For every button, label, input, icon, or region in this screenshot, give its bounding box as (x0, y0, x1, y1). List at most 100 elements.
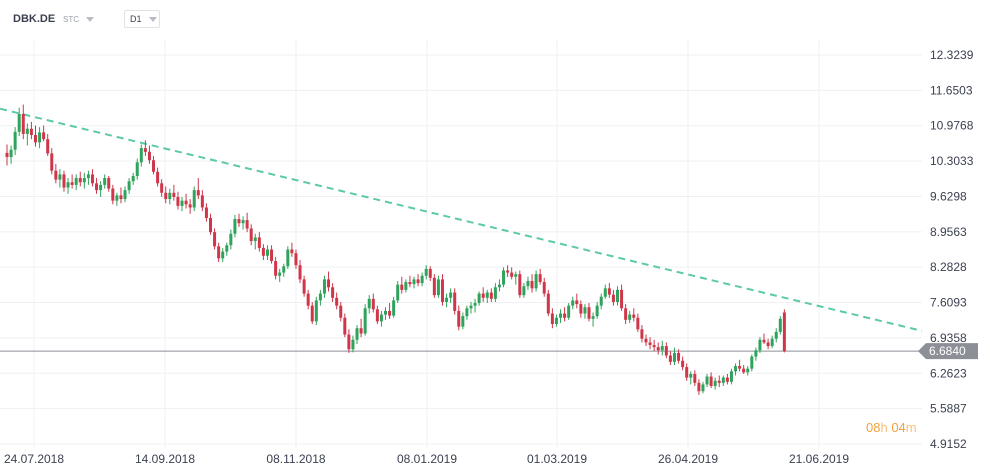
candle (322, 275, 326, 298)
candle (526, 276, 530, 290)
candle-body (538, 274, 542, 283)
candle-body (200, 195, 204, 208)
candle (693, 370, 697, 386)
candle-body (245, 220, 249, 229)
candle (367, 295, 371, 314)
candle-body (188, 204, 192, 208)
candle-body (184, 200, 188, 205)
candle (86, 170, 90, 185)
candle-body (298, 265, 302, 280)
candle-body (685, 367, 689, 378)
candle (42, 125, 46, 142)
candle-body (306, 293, 310, 306)
candle-body (274, 261, 278, 276)
candle-body (107, 178, 111, 189)
candle (681, 356, 685, 371)
candle-body (164, 192, 168, 200)
candle-body (62, 174, 66, 188)
candle (542, 277, 546, 297)
candle (445, 293, 449, 308)
candle (180, 196, 184, 212)
candle (241, 216, 245, 230)
candle (481, 287, 485, 302)
candle (217, 242, 221, 263)
candle (278, 268, 282, 283)
candle (371, 293, 375, 313)
candle-body (709, 376, 713, 386)
candle-body (196, 190, 200, 196)
candle-body (591, 316, 595, 319)
candle-body (750, 356, 754, 369)
candle (168, 188, 172, 205)
candle-body (221, 251, 225, 259)
candle (400, 276, 404, 294)
candle-body (347, 334, 351, 350)
candle-body (396, 284, 400, 301)
candle (721, 375, 725, 386)
candle-body (257, 237, 261, 248)
candle (392, 296, 396, 318)
candle (74, 174, 78, 191)
candle-body (705, 376, 709, 385)
y-tick-label: 12.3239 (930, 48, 974, 62)
candle-body (567, 305, 571, 318)
candle (640, 325, 644, 343)
y-tick-label: 7.6093 (930, 296, 967, 310)
candle-body (457, 310, 461, 327)
candle-body (644, 338, 648, 343)
candle (253, 233, 257, 250)
candle (493, 283, 497, 302)
candle-body (152, 160, 156, 172)
candle-body (668, 355, 672, 362)
last-price-value: 6.6840 (929, 344, 966, 358)
candle-body (436, 279, 440, 296)
candle (611, 289, 615, 306)
candle (713, 377, 717, 390)
candle-body (367, 298, 371, 309)
candle-body (168, 192, 172, 200)
candle (432, 274, 436, 298)
candle (616, 286, 619, 306)
candle-body (420, 275, 424, 284)
candle (559, 309, 563, 323)
candle-body (176, 196, 180, 206)
candle (335, 292, 339, 310)
candle-body (204, 207, 208, 218)
candle-body (388, 310, 392, 316)
candle-body (640, 329, 644, 339)
candle (123, 186, 127, 203)
candle-body (241, 220, 245, 224)
candle-body (611, 294, 615, 302)
candle-body (253, 237, 257, 242)
candle-body (5, 152, 9, 158)
trendline[interactable] (0, 107, 923, 332)
candle-body (78, 178, 82, 183)
candle-body (693, 373, 697, 383)
candle (440, 274, 444, 306)
candle-body (339, 305, 343, 318)
candle-body (432, 277, 436, 296)
candle-body (111, 188, 115, 201)
candle (282, 263, 286, 277)
candle (636, 313, 640, 332)
instrument-type-dropdown-icon[interactable] (86, 17, 94, 22)
candle-body (310, 305, 314, 322)
candle (152, 156, 156, 175)
candle (603, 284, 607, 299)
candle (225, 242, 229, 256)
candle-body (400, 284, 404, 290)
candle-body (510, 272, 514, 277)
candle-body (318, 293, 322, 301)
instrument-type-label: STC (63, 15, 79, 24)
timeframe-dropdown-icon (149, 17, 157, 22)
candle (62, 170, 66, 192)
candle (428, 266, 432, 281)
candle-body (449, 292, 453, 298)
candle-body (86, 174, 90, 179)
candle (473, 298, 477, 313)
candle (465, 305, 469, 320)
candle (660, 340, 664, 356)
candle (563, 307, 567, 322)
timeframe-select[interactable]: D1 (124, 10, 160, 28)
